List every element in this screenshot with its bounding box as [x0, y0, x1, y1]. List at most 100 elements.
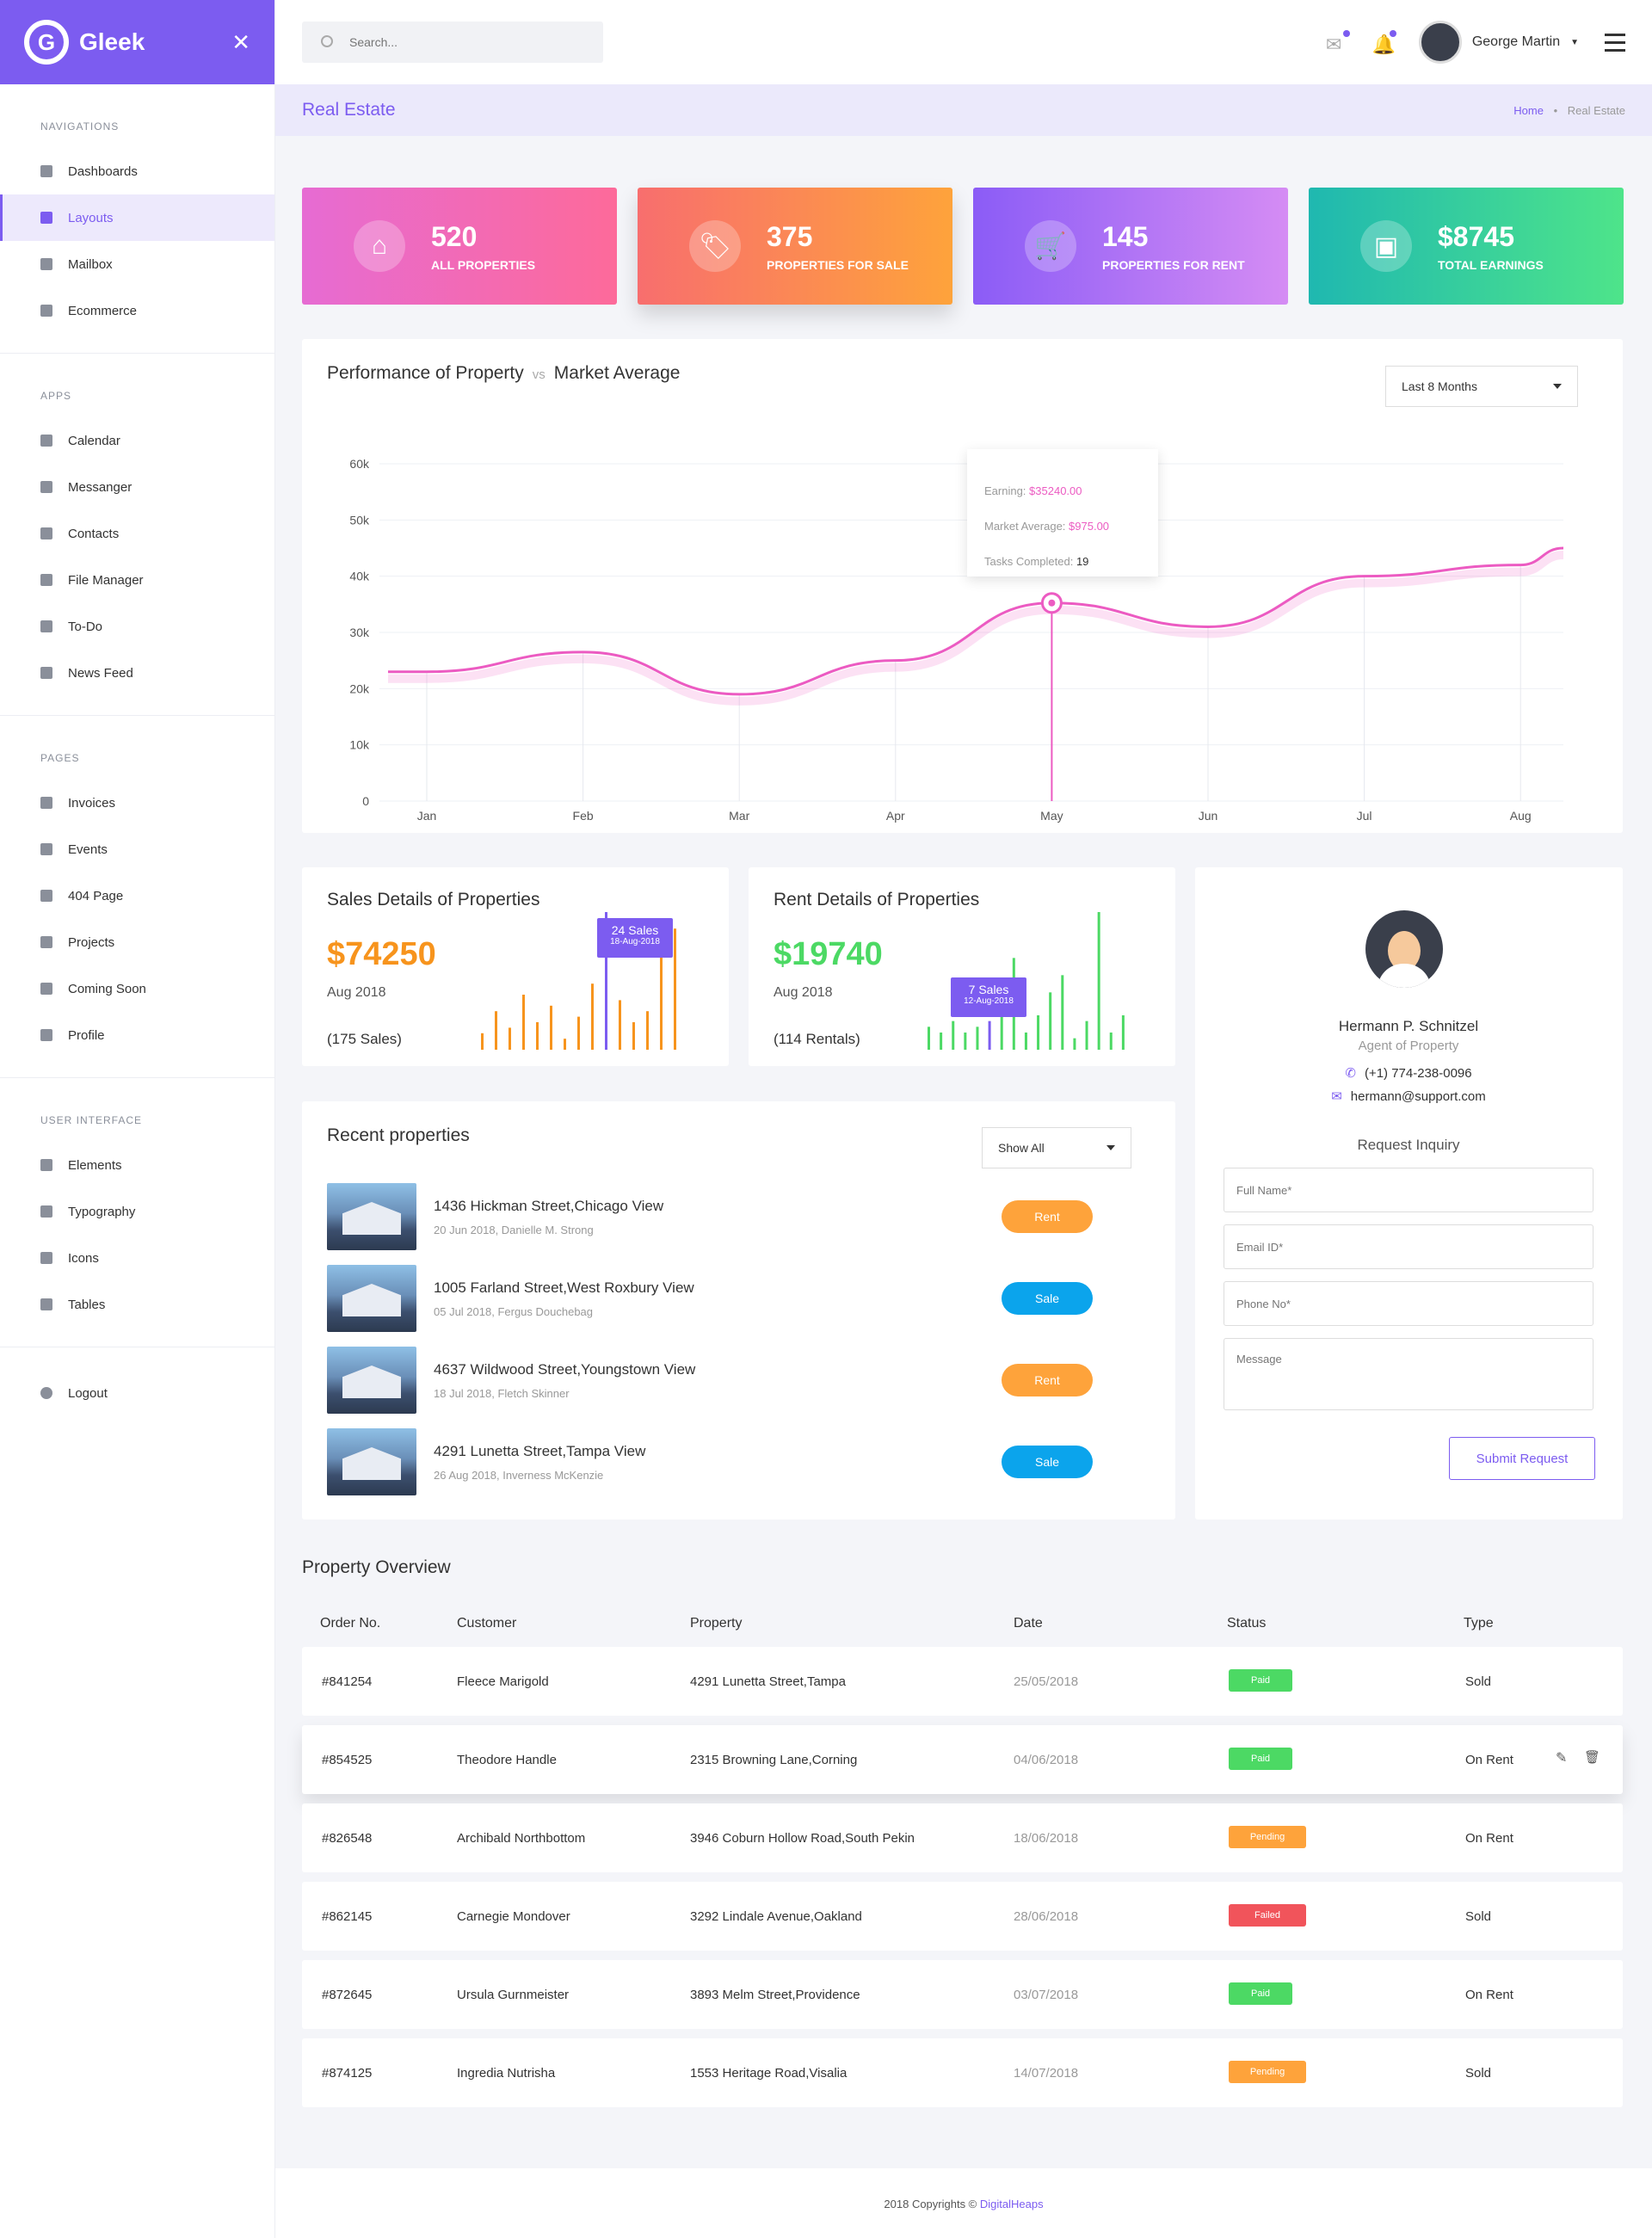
list-item[interactable]: 4291 Lunetta Street,Tampa View 26 Aug 201…: [327, 1428, 1127, 1495]
stat-card[interactable]: 🏷 375 PROPERTIES FOR SALE: [638, 188, 952, 305]
period-select[interactable]: Last 8 Months: [1385, 366, 1578, 407]
sidebar-item-elements[interactable]: Elements: [0, 1142, 274, 1188]
sidebar-item-icons[interactable]: Icons: [0, 1235, 274, 1281]
sidebar: G Gleek ✕ NAVIGATIONS Dashboards Layouts Ma…: [0, 0, 275, 2238]
y-tick-label: 40k: [349, 570, 370, 583]
sidebar-item-mailbox[interactable]: Mailbox: [0, 241, 274, 287]
sidebar-item-404-page[interactable]: 404 Page: [0, 872, 274, 919]
sidebar-item-dashboards[interactable]: Dashboards: [0, 148, 274, 194]
rent-button[interactable]: Rent: [1002, 1364, 1093, 1396]
breadcrumb-home[interactable]: Home: [1513, 103, 1544, 117]
highlight-point-center: [1048, 599, 1056, 607]
gleek-logo-icon[interactable]: G: [24, 20, 69, 65]
column-header[interactable]: Type: [1464, 1616, 1494, 1631]
sidebar-item-messanger[interactable]: Messanger: [0, 464, 274, 510]
email-input[interactable]: [1224, 1224, 1593, 1269]
property-address[interactable]: 1436 Hickman Street,Chicago View: [434, 1197, 664, 1214]
bar: [632, 1022, 635, 1050]
bar: [1037, 1015, 1040, 1050]
table-row[interactable]: #874125 Ingredia Nutrisha 1553 Heritage Ro…: [302, 2038, 1623, 2107]
bar: [1109, 1033, 1113, 1050]
table-row[interactable]: #841254 Fleece Marigold 4291 Lunetta Stree…: [302, 1647, 1623, 1716]
list-item[interactable]: 1005 Farland Street,West Roxbury View 05 …: [327, 1265, 1127, 1332]
sidebar-section-title: NAVIGATIONS: [40, 120, 120, 133]
sidebar-item-ecommerce[interactable]: Ecommerce: [0, 287, 274, 334]
sidebar-item-logout[interactable]: Logout: [0, 1370, 274, 1416]
agent-phone[interactable]: ✆ (+1) 774-238-0096: [1195, 1065, 1622, 1081]
trash-icon[interactable]: 🗑: [1584, 1750, 1601, 1765]
sidebar-item-events[interactable]: Events: [0, 826, 274, 872]
column-header[interactable]: Status: [1227, 1616, 1267, 1631]
sidebar-item-calendar[interactable]: Calendar: [0, 417, 274, 464]
sidebar-item-layouts[interactable]: Layouts: [0, 194, 274, 241]
mail-icon[interactable]: ✉: [1326, 30, 1350, 55]
cell-property: 3292 Lindale Avenue,Oakland: [690, 1909, 862, 1924]
cell-type: Sold: [1465, 1909, 1492, 1924]
sidebar-item-profile[interactable]: Profile: [0, 1012, 274, 1058]
table-row[interactable]: #872645 Ursula Gurnmeister 3893 Melm Stree…: [302, 1960, 1623, 2029]
stat-card[interactable]: 🛒 145 PROPERTIES FOR RENT: [973, 188, 1288, 305]
list-item[interactable]: 1436 Hickman Street,Chicago View 20 Jun 2…: [327, 1183, 1127, 1250]
search-input[interactable]: [302, 22, 603, 63]
user-name: George Martin: [1471, 34, 1561, 49]
phone-input[interactable]: [1224, 1281, 1593, 1326]
full-name-input[interactable]: [1224, 1168, 1593, 1212]
column-header[interactable]: Property: [690, 1616, 743, 1631]
column-header[interactable]: Order No.: [320, 1616, 381, 1631]
user-menu[interactable]: George Martin ▼: [1418, 21, 1579, 64]
column-header[interactable]: Date: [1014, 1616, 1043, 1631]
stat-card[interactable]: ⌂ 520 ALL PROPERTIES: [302, 188, 617, 305]
brand-bar: G Gleek ✕: [0, 0, 274, 84]
tag-icon: 🏷: [689, 220, 741, 272]
y-tick-label: 30k: [349, 626, 370, 639]
bell-icon[interactable]: 🔔: [1372, 30, 1396, 55]
property-address[interactable]: 4637 Wildwood Street,Youngstown View: [434, 1360, 696, 1378]
sidebar-item-label: Events: [68, 842, 108, 857]
sidebar-item-projects[interactable]: Projects: [0, 919, 274, 965]
submit-request-button[interactable]: Submit Request: [1449, 1437, 1595, 1480]
sidebar-section: USER INTERFACE Elements Typography Icons Tab…: [0, 1078, 274, 1347]
sidebar-item-to-do[interactable]: To-Do: [0, 603, 274, 650]
agent-email[interactable]: ✉ hermann@support.com: [1195, 1088, 1622, 1104]
edit-icon[interactable]: ✎: [1556, 1751, 1568, 1766]
cell-order: #872645: [322, 1988, 373, 2002]
sidebar-item-file-manager[interactable]: File Manager: [0, 557, 274, 603]
stat-value: 145: [1102, 220, 1149, 252]
menu-icon[interactable]: [1605, 33, 1625, 52]
series-line: [388, 546, 1564, 696]
cell-customer: Fleece Marigold: [457, 1674, 549, 1689]
layout-icon: [40, 212, 52, 224]
cell-order: #862145: [322, 1909, 373, 1924]
mail-icon: ✉: [1331, 1089, 1342, 1104]
status-badge: Pending: [1229, 1826, 1306, 1848]
property-address[interactable]: 1005 Farland Street,West Roxbury View: [434, 1279, 694, 1296]
sale-button[interactable]: Sale: [1002, 1446, 1093, 1478]
sidebar-section: APPS Calendar Messanger Contacts File Manage…: [0, 354, 274, 716]
agent-phone-text: (+1) 774-238-0096: [1364, 1066, 1472, 1081]
y-tick-label: 60k: [349, 457, 370, 471]
grid-icon: [40, 165, 52, 177]
column-header[interactable]: Customer: [457, 1616, 517, 1631]
footer-brand-link[interactable]: DigitalHeaps: [979, 2198, 1044, 2210]
sale-button[interactable]: Sale: [1002, 1282, 1093, 1315]
tools-icon[interactable]: ✕: [231, 28, 250, 55]
sidebar-item-tables[interactable]: Tables: [0, 1281, 274, 1328]
sidebar-item-news-feed[interactable]: News Feed: [0, 650, 274, 696]
stat-text: 145 PROPERTIES FOR RENT: [1102, 221, 1245, 272]
message-input[interactable]: [1224, 1338, 1593, 1410]
property-address[interactable]: 4291 Lunetta Street,Tampa View: [434, 1442, 646, 1459]
sidebar-item-typography[interactable]: Typography: [0, 1188, 274, 1235]
tooltip-market-label: Market Average:: [984, 520, 1066, 533]
table-row[interactable]: #854525 Theodore Handle 2315 Browning Lane…: [302, 1725, 1623, 1794]
sidebar-item-invoices[interactable]: Invoices: [0, 780, 274, 826]
rent-button[interactable]: Rent: [1002, 1200, 1093, 1233]
sidebar-item-coming-soon[interactable]: Coming Soon: [0, 965, 274, 1012]
sidebar-section-title: APPS: [40, 390, 72, 402]
sales-title: Sales Details of Properties: [327, 890, 540, 909]
sidebar-item-contacts[interactable]: Contacts: [0, 510, 274, 557]
list-item[interactable]: 4637 Wildwood Street,Youngstown View 18 J…: [327, 1347, 1127, 1414]
table-row[interactable]: #826548 Archibald Northbottom 3946 Coburn …: [302, 1803, 1623, 1872]
filter-select[interactable]: Show All: [982, 1127, 1131, 1168]
stat-card[interactable]: ▣ $8745 TOTAL EARNINGS: [1309, 188, 1624, 305]
table-row[interactable]: #862145 Carnegie Mondover 3292 Lindale Ave…: [302, 1882, 1623, 1951]
